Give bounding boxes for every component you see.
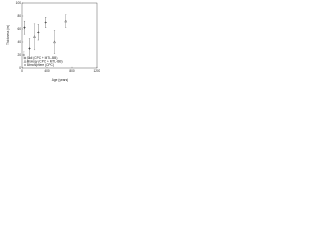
x-axis-label: Age (years)	[52, 78, 68, 82]
legend-label: Biology (CPC + MTL-BB)	[27, 59, 63, 63]
legend-marker	[24, 64, 26, 66]
point	[22, 54, 25, 56]
point	[28, 47, 31, 50]
plot-frame	[21, 2, 98, 69]
x-tick-label: 1200	[93, 69, 100, 73]
error-bar	[53, 30, 56, 54]
x-tick-label: 400	[44, 69, 50, 73]
legend-label: Soil (CPC + MTL-BB)	[27, 56, 57, 60]
x-tick-label: 800	[69, 69, 75, 73]
legend-marker	[23, 56, 27, 60]
error-bar	[33, 23, 36, 50]
y-tick-label: 80	[17, 14, 21, 18]
x-tick-label: 0	[21, 69, 23, 73]
y-tick-label: 100	[16, 1, 22, 5]
point	[23, 26, 26, 29]
error-bar	[65, 14, 67, 28]
point	[33, 35, 36, 38]
y-tick-label: 40	[17, 40, 21, 44]
y-axis-label: Thickness (m)	[6, 25, 10, 45]
point	[64, 19, 68, 23]
point	[44, 21, 47, 24]
y-tick-label: 60	[17, 27, 21, 31]
point	[37, 31, 40, 34]
legend-marker	[23, 59, 27, 63]
point	[26, 60, 29, 63]
y-tick-label: 20	[17, 53, 21, 57]
y-tick-label: 0	[19, 66, 21, 70]
point	[53, 40, 56, 44]
page: {"chart_data": {"type": "scatter", "x_la…	[0, 0, 100, 89]
legend-label: Atmosphere (CPC)	[27, 63, 54, 67]
